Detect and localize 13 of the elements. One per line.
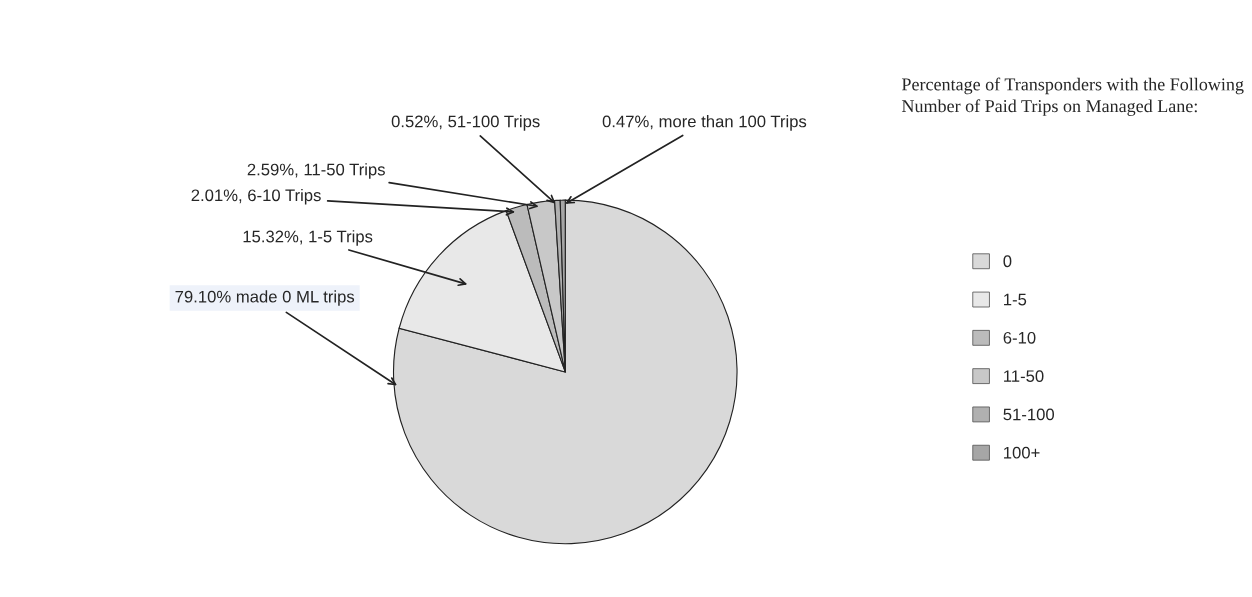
legend-label: 0 (1003, 255, 1012, 268)
legend-label: 51-100 (1003, 408, 1055, 421)
legend-label: 6-10 (1003, 331, 1036, 344)
data-label: 2.59%, 11-50 Trips (247, 163, 385, 179)
legend-title: Percentage of Transponders with the Following Number of Paid Trips on Managed Lane: (901, 77, 1244, 116)
data-label: 0.52%, 51-100 Trips (391, 115, 540, 131)
data-label: 79.10% made 0 ML trips (175, 290, 355, 306)
data-label: 15.32%, 1-5 Trips (243, 230, 373, 246)
legend-label: 11-50 (1004, 370, 1044, 383)
legend-label: 1-5 (1004, 293, 1027, 306)
data-label: 0.47%, more than 100 Trips (602, 115, 807, 131)
data-label: 2.01%, 6-10 Trips (191, 188, 321, 205)
legend-label: 100+ (1004, 446, 1040, 459)
